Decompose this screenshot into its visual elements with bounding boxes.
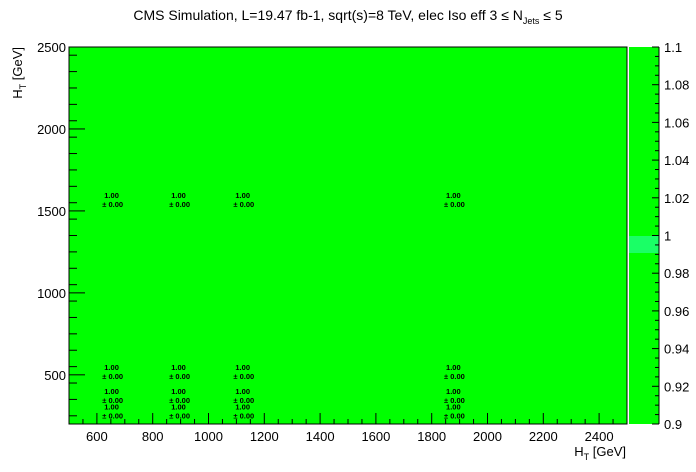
x-axis-label: HT [GeV] [574,444,626,462]
x-tick-label: 800 [142,429,164,444]
z-tick-label: 1.04 [664,153,689,168]
x-tick-label: 1800 [417,429,446,444]
x-tick-label: 600 [86,429,108,444]
x-tick-label: 1200 [250,429,279,444]
cell-error: ± 0.00 [233,411,254,420]
z-tick-label: 0.9 [664,417,682,432]
z-tick-label: 1.08 [664,78,689,93]
y-axis-label: HT [GeV] [10,47,28,99]
y-tick-label: 1000 [37,286,66,301]
cell-error: ± 0.00 [102,411,123,420]
cell-error: ± 0.00 [169,200,190,209]
x-tick-label: 2000 [473,429,502,444]
cell-error: ± 0.00 [169,396,190,405]
cell-value: 1.00 [171,402,186,411]
x-axis: 600 800 1000 1200 1400 1600 1800 2000 2200 2400 [68,413,628,444]
cell-value: 1.00 [104,387,119,396]
cell-error: ± 0.00 [102,396,123,405]
cell-error: ± 0.00 [444,396,465,405]
z-tick-label: 1 [664,229,671,244]
cell-value: 1.00 [446,387,461,396]
z-tick-label: 1.06 [664,115,689,130]
x-tick-label: 1400 [306,429,335,444]
cell-value: 1.00 [446,363,461,372]
cell-error: ± 0.00 [233,396,254,405]
cell-value: 1.00 [235,363,250,372]
z-tick-label: 1.02 [664,191,689,206]
cell-value: 1.00 [235,191,250,200]
z-tick-label: 0.98 [664,266,689,281]
x-tick-label: 2400 [585,429,614,444]
cell-value: 1.00 [446,191,461,200]
cell-value: 1.00 [235,402,250,411]
cell-labels: 1.00± 0.001.00± 0.001.00± 0.001.00± 0.00… [102,191,465,420]
color-scale-marker [629,236,659,253]
cell-error: ± 0.00 [444,372,465,381]
cell-error: ± 0.00 [233,372,254,381]
plot-area [69,47,627,424]
x-tick-label: 2200 [529,429,558,444]
x-tick-label: 1600 [361,429,390,444]
cell-value: 1.00 [171,363,186,372]
z-tick-label: 0.94 [664,342,689,357]
x-tick-label: 1000 [194,429,223,444]
cell-value: 1.00 [104,363,119,372]
y-tick-label: 1500 [37,204,66,219]
cell-error: ± 0.00 [169,372,190,381]
color-scale: 0.9 0.92 0.94 0.96 0.98 1 1.02 1.04 1.06 1.08 1.1 [629,40,689,432]
cell-value: 1.00 [104,191,119,200]
y-tick-label: 500 [44,368,66,383]
chart-title: CMS Simulation, L=19.47 fb-1, sqrt(s)=8 … [133,7,562,26]
cell-error: ± 0.00 [102,200,123,209]
cell-error: ± 0.00 [233,200,254,209]
cell-error: ± 0.00 [169,411,190,420]
y-tick-label: 2000 [37,122,66,137]
y-axis: 500 1000 1500 2000 2500 [37,40,85,417]
z-tick-label: 0.92 [664,379,689,394]
z-tick-label: 1.1 [664,40,682,55]
cell-error: ± 0.00 [444,411,465,420]
cell-value: 1.00 [235,387,250,396]
cell-value: 1.00 [104,402,119,411]
cell-value: 1.00 [171,387,186,396]
cell-value: 1.00 [171,191,186,200]
cell-error: ± 0.00 [102,372,123,381]
cell-error: ± 0.00 [444,200,465,209]
cell-value: 1.00 [446,402,461,411]
z-tick-label: 0.96 [664,304,689,319]
y-tick-label: 2500 [37,40,66,55]
